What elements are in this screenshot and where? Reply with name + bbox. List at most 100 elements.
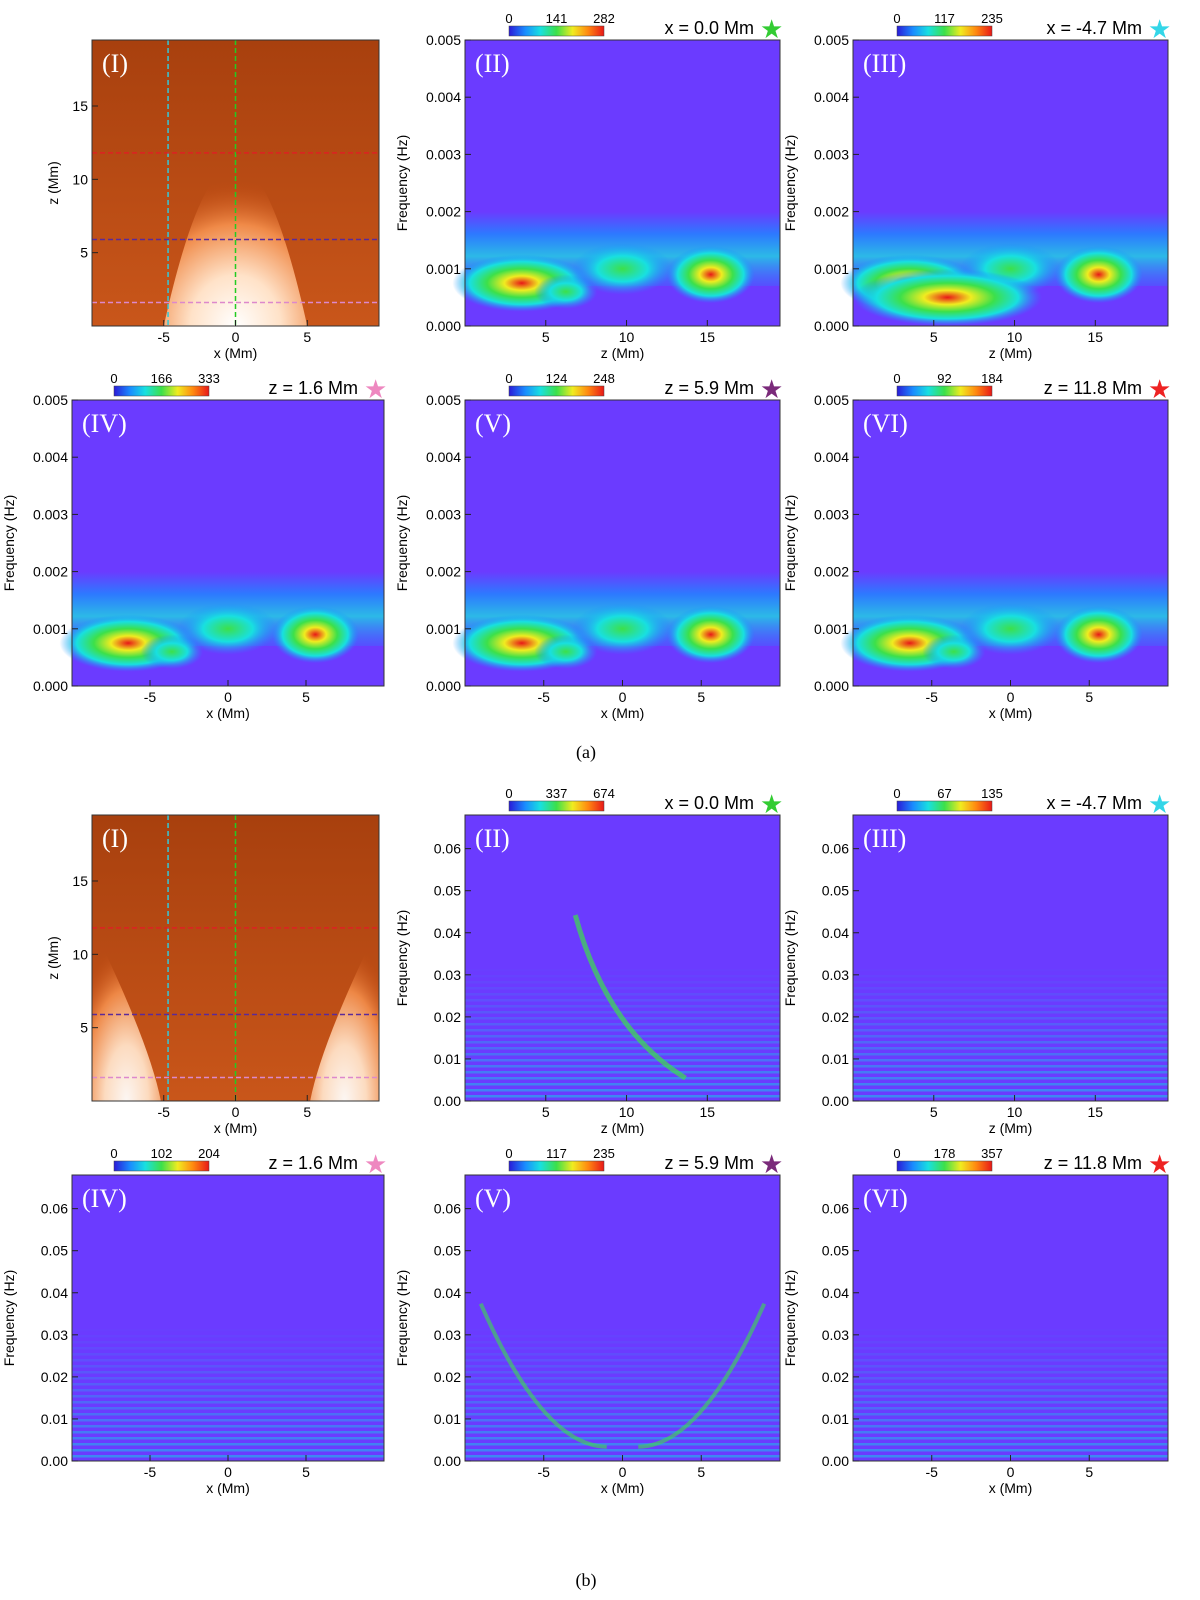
power-stripe: [853, 1095, 1168, 1098]
colorbar-tick-label: 135: [981, 786, 1003, 801]
power-stripe: [72, 1407, 384, 1410]
power-stripe: [853, 1077, 1168, 1080]
x-axis-label: x (Mm): [206, 1480, 250, 1496]
power-stripe: [465, 1407, 780, 1410]
power-stripe: [465, 1077, 780, 1080]
x-tick-label: -5: [926, 1464, 939, 1480]
x-tick-label: 0: [619, 1464, 627, 1480]
power-stripe: [465, 1389, 780, 1392]
y-tick-label: 0.02: [822, 1009, 849, 1025]
y-axis-label: Frequency (Hz): [394, 495, 410, 591]
panel-label: (IV): [82, 1184, 127, 1213]
power-stripe: [853, 1023, 1168, 1026]
colorbar: [508, 385, 605, 397]
y-tick-label: 0.005: [426, 392, 461, 408]
power-stripe: [465, 1353, 780, 1356]
power-stripe: [465, 1395, 780, 1398]
power-stripe: [465, 1023, 780, 1026]
panel-label: (VI): [863, 409, 908, 438]
power-stripe: [465, 1053, 780, 1056]
power-stripe: [465, 1041, 780, 1044]
panel-v: (V) -5 0 5 x (Mm) 0.00 0.01 0.02 0.03 0.04 0.05 0.0…: [394, 1146, 783, 1496]
power-stripe: [72, 1341, 384, 1344]
colorbar: [896, 1160, 993, 1172]
power-stripe: [72, 1335, 384, 1338]
power-stripe: [465, 1431, 780, 1434]
power-stripe: [853, 1005, 1168, 1008]
x-tick-label: 5: [303, 1104, 311, 1120]
x-tick-label: 10: [619, 329, 635, 345]
panel-title: x = -4.7 Mm: [1046, 18, 1142, 38]
location-star-icon: ★: [760, 1149, 783, 1179]
y-tick-label: 0.04: [822, 1285, 849, 1301]
power-stripe: [853, 1347, 1168, 1350]
panel-label: (VI): [863, 1184, 908, 1213]
location-star-icon: ★: [760, 789, 783, 819]
part-label: (a): [576, 742, 596, 763]
colorbar: [896, 385, 993, 397]
y-tick-label: 0.00: [434, 1093, 461, 1109]
power-stripe: [853, 1413, 1168, 1416]
colorbar-tick-label: 337: [546, 786, 568, 801]
x-tick-label: 5: [302, 1464, 310, 1480]
panel-label: (V): [475, 409, 511, 438]
power-stripe: [72, 1413, 384, 1416]
plot-frame: [852, 39, 1169, 327]
dispersion-ridge: [572, 914, 687, 1081]
power-stripe: [72, 1431, 384, 1434]
power-stripe: [853, 1017, 1168, 1020]
colorbar-tick-label: 184: [981, 371, 1003, 386]
power-stripe: [465, 999, 780, 1002]
power-blob: [178, 603, 278, 655]
power-stripe: [853, 1059, 1168, 1062]
x-tick-label: 5: [542, 1104, 550, 1120]
x-tick-label: 5: [302, 689, 310, 705]
colorbar: [896, 25, 993, 37]
y-tick-label: 0.005: [33, 392, 68, 408]
plot-background: [72, 1175, 384, 1461]
colorbar-tick-label: 235: [593, 1146, 615, 1161]
x-tick-label: -5: [158, 1104, 171, 1120]
panel-title: z = 11.8 Mm: [1044, 1153, 1142, 1173]
panel-title: x = 0.0 Mm: [664, 18, 754, 38]
power-stripe: [853, 1437, 1168, 1440]
location-star-icon: ★: [1148, 374, 1171, 404]
power-blob: [853, 268, 1042, 326]
figure-part-a: (I) -5 0 5 x (Mm) 5 10 15 z (Mm) (II) 5 10 15 z (Mm) 0…: [1, 11, 1171, 763]
panel-title: z = 1.6 Mm: [268, 378, 358, 398]
colorbar-tick-label: 235: [981, 11, 1003, 26]
power-stripe: [853, 1029, 1168, 1032]
x-tick-label: 5: [697, 1464, 705, 1480]
colorbar-tick-label: 0: [505, 1146, 512, 1161]
y-tick-label: 0.00: [822, 1093, 849, 1109]
figure-part-b: (I) -5 0 5 x (Mm) 5 10 15 z (Mm) (II) 5 10 15 z (Mm) 0…: [1, 786, 1171, 1591]
x-tick-label: 5: [303, 329, 311, 345]
y-tick-label: 0.03: [434, 967, 461, 983]
panel-label: (I): [102, 49, 128, 78]
power-stripe: [72, 1353, 384, 1356]
power-stripe: [853, 1047, 1168, 1050]
y-tick-label: 0.003: [426, 506, 461, 522]
y-tick-label: 0.04: [41, 1285, 68, 1301]
power-stripe: [465, 975, 780, 978]
power-stripe: [465, 1329, 780, 1332]
y-axis-label: Frequency (Hz): [394, 135, 410, 231]
x-tick-label: 0: [232, 329, 240, 345]
location-star-icon: ★: [760, 14, 783, 44]
power-stripe: [465, 1089, 780, 1092]
power-stripe: [465, 1029, 780, 1032]
y-tick-label: 0.00: [822, 1453, 849, 1469]
x-axis-label: z (Mm): [601, 345, 645, 361]
x-tick-label: 5: [697, 689, 705, 705]
power-stripe: [853, 1341, 1168, 1344]
power-stripe: [465, 1371, 780, 1374]
panel-title: z = 11.8 Mm: [1044, 378, 1142, 398]
x-tick-label: -5: [144, 689, 157, 705]
power-stripe: [853, 981, 1168, 984]
panel-i: (I) -5 0 5 x (Mm) 5 10 15 z (Mm): [45, 814, 380, 1136]
y-tick-label: 0.06: [434, 1201, 461, 1217]
colorbar-tick-label: 248: [593, 371, 615, 386]
power-stripe: [853, 1089, 1168, 1092]
x-tick-label: 5: [930, 329, 938, 345]
y-tick-label: 0.05: [434, 883, 461, 899]
